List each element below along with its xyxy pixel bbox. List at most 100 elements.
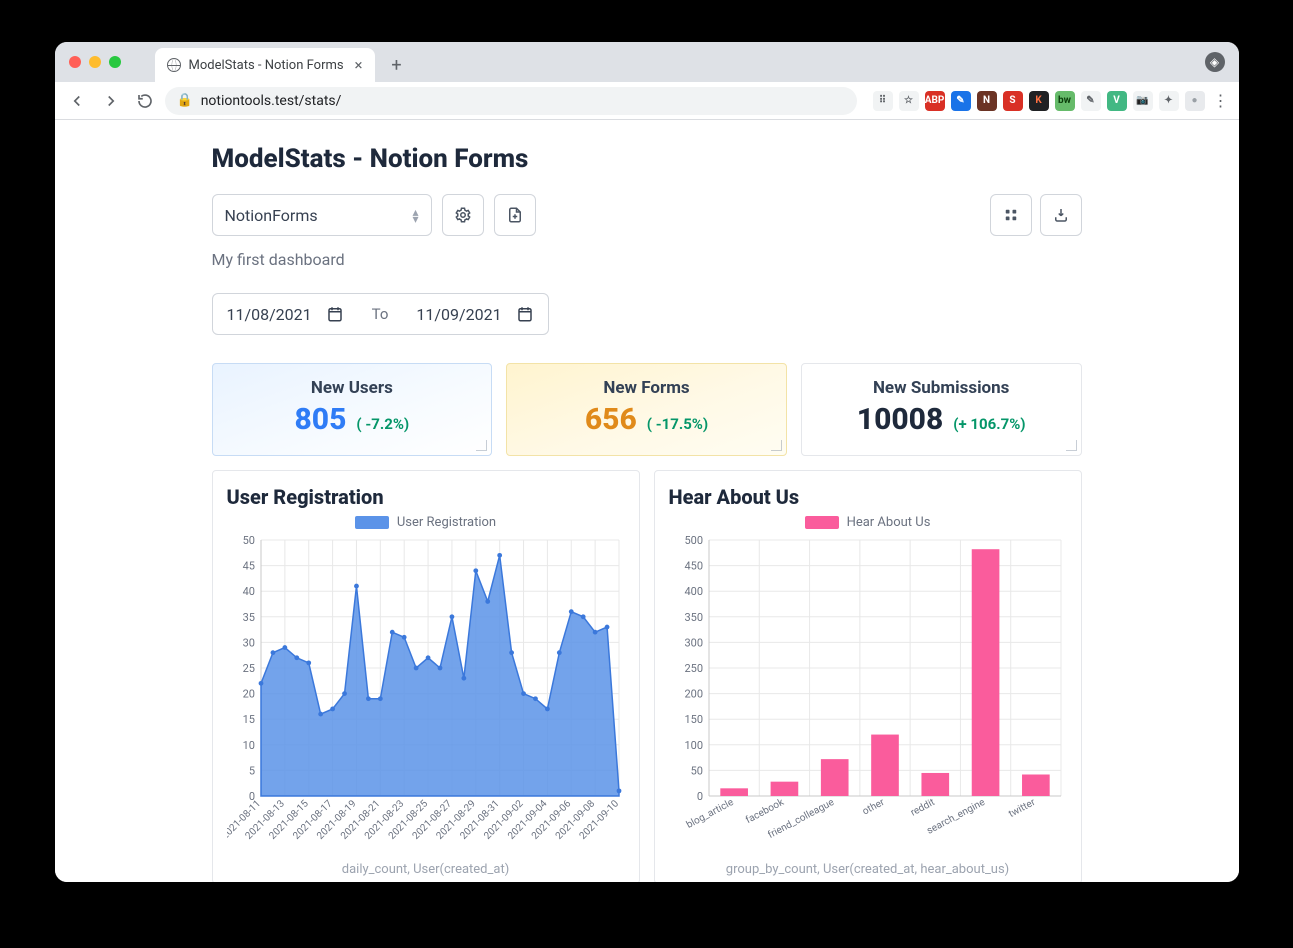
svg-text:250: 250 xyxy=(684,662,703,675)
svg-text:350: 350 xyxy=(684,611,703,624)
tab-bar: ModelStats - Notion Forms × + ◈ xyxy=(55,42,1239,82)
chart-footer: daily_count, User(created_at) xyxy=(227,862,625,877)
settings-button[interactable] xyxy=(442,194,484,236)
stat-title: New Submissions xyxy=(810,378,1073,398)
svg-text:45: 45 xyxy=(242,560,254,573)
resize-handle-icon[interactable] xyxy=(772,441,782,451)
stat-card[interactable]: New Submissions 10008 (+ 106.7%) xyxy=(801,363,1082,456)
incognito-badge-icon[interactable]: ◈ xyxy=(1205,52,1225,72)
svg-text:5: 5 xyxy=(248,764,254,777)
close-tab-icon[interactable]: × xyxy=(354,56,362,74)
download-button[interactable] xyxy=(1040,194,1082,236)
svg-text:300: 300 xyxy=(684,636,703,649)
resize-handle-icon[interactable] xyxy=(477,441,487,451)
n-ext[interactable]: N xyxy=(977,91,997,111)
calendar-icon xyxy=(516,305,534,323)
stats-row: New Users 805 ( -7.2%) New Forms 656 ( -… xyxy=(212,363,1082,456)
url-input[interactable]: 🔒 notiontools.test/stats/ xyxy=(165,87,857,115)
hear-chart-svg: 050100150200250300350400450500blog_artic… xyxy=(669,534,1067,854)
s-ext[interactable]: S xyxy=(1003,91,1023,111)
svg-text:30: 30 xyxy=(242,636,254,649)
svg-text:facebook: facebook xyxy=(743,796,786,827)
star-icon[interactable]: ☆ xyxy=(899,91,919,111)
chevron-updown-icon: ▴▾ xyxy=(412,209,418,222)
date-separator: To xyxy=(358,305,403,323)
stat-title: New Forms xyxy=(515,378,778,398)
extensions-row: ⠿ ☆ ABP ✎ NSKbw ✎ V 📷 ✦ ● ⋮ xyxy=(863,91,1231,111)
svg-text:200: 200 xyxy=(684,688,703,701)
dashboard-name: My first dashboard xyxy=(212,250,1082,269)
svg-text:500: 500 xyxy=(684,534,703,547)
svg-text:40: 40 xyxy=(242,585,254,598)
svg-text:450: 450 xyxy=(684,560,703,573)
chart-legend: Hear About Us xyxy=(669,515,1067,530)
stat-delta: ( -7.2%) xyxy=(356,415,409,433)
add-button[interactable] xyxy=(494,194,536,236)
abp-ext[interactable]: ABP xyxy=(925,91,945,111)
pen-ext[interactable]: ✎ xyxy=(951,91,971,111)
legend-swatch xyxy=(355,516,389,529)
window-controls xyxy=(69,56,121,68)
vue-ext[interactable]: V xyxy=(1107,91,1127,111)
svg-text:twitter: twitter xyxy=(1006,797,1037,820)
minimize-window-icon[interactable] xyxy=(89,56,101,68)
charts-row: User Registration User Registration 0510… xyxy=(212,470,1082,882)
grid-view-button[interactable] xyxy=(990,194,1032,236)
lock-icon: 🔒 xyxy=(177,93,193,108)
date-from-value: 11/08/2021 xyxy=(227,305,312,324)
legend-label: Hear About Us xyxy=(847,515,931,530)
svg-text:25: 25 xyxy=(242,662,254,675)
svg-text:blog_article: blog_article xyxy=(684,797,735,831)
chart-legend: User Registration xyxy=(227,515,625,530)
translate-icon[interactable]: ⠿ xyxy=(873,91,893,111)
legend-label: User Registration xyxy=(397,515,496,530)
menu-ext[interactable]: ⋮ xyxy=(1211,91,1231,111)
svg-text:50: 50 xyxy=(242,534,254,547)
svg-text:10: 10 xyxy=(242,739,254,752)
tab-title: ModelStats - Notion Forms xyxy=(189,58,344,73)
browser-tab[interactable]: ModelStats - Notion Forms × xyxy=(155,48,375,82)
svg-text:other: other xyxy=(860,797,886,818)
chart-footer: group_by_count, User(created_at, hear_ab… xyxy=(669,862,1067,877)
browser-window: ModelStats - Notion Forms × + ◈ 🔒 notion… xyxy=(55,42,1239,882)
puzzle-ext[interactable]: ✦ xyxy=(1159,91,1179,111)
stat-card[interactable]: New Forms 656 ( -17.5%) xyxy=(506,363,787,456)
calendar-icon xyxy=(326,305,344,323)
address-bar: 🔒 notiontools.test/stats/ ⠿ ☆ ABP ✎ NSKbw ✎ V 📷… xyxy=(55,82,1239,120)
svg-text:35: 35 xyxy=(242,611,254,624)
stat-card[interactable]: New Users 805 ( -7.2%) xyxy=(212,363,493,456)
reload-button[interactable] xyxy=(131,87,159,115)
pencil-ext[interactable]: ✎ xyxy=(1081,91,1101,111)
svg-text:150: 150 xyxy=(684,713,703,726)
svg-text:15: 15 xyxy=(242,713,254,726)
stat-delta: (+ 106.7%) xyxy=(953,415,1025,433)
stat-value: 10008 xyxy=(857,402,944,437)
registration-chart-svg: 051015202530354045502021-08-112021-08-13… xyxy=(227,534,625,854)
close-window-icon[interactable] xyxy=(69,56,81,68)
workspace-select-value: NotionForms xyxy=(225,206,318,225)
camera-ext[interactable]: 📷 xyxy=(1133,91,1153,111)
avatar-ext[interactable]: ● xyxy=(1185,91,1205,111)
svg-text:100: 100 xyxy=(684,739,703,752)
svg-text:50: 50 xyxy=(690,764,702,777)
chart-hear: Hear About Us Hear About Us 050100150200… xyxy=(654,470,1082,882)
svg-text:reddit: reddit xyxy=(908,797,936,819)
svg-text:20: 20 xyxy=(242,688,254,701)
toolbar: NotionForms ▴▾ xyxy=(212,194,1082,236)
maximize-window-icon[interactable] xyxy=(109,56,121,68)
new-tab-button[interactable]: + xyxy=(383,51,411,79)
k-ext[interactable]: K xyxy=(1029,91,1049,111)
bw-ext[interactable]: bw xyxy=(1055,91,1075,111)
chart-registration: User Registration User Registration 0510… xyxy=(212,470,640,882)
workspace-select[interactable]: NotionForms ▴▾ xyxy=(212,194,432,236)
stat-delta: ( -17.5%) xyxy=(647,415,708,433)
stat-value: 805 xyxy=(294,402,346,437)
resize-handle-icon[interactable] xyxy=(1067,441,1077,451)
date-from-input[interactable]: 11/08/2021 xyxy=(213,294,358,334)
back-button[interactable] xyxy=(63,87,91,115)
legend-swatch xyxy=(805,516,839,529)
date-to-input[interactable]: 11/09/2021 xyxy=(402,294,547,334)
forward-button[interactable] xyxy=(97,87,125,115)
globe-icon xyxy=(167,58,181,72)
chart-title: User Registration xyxy=(227,485,625,509)
